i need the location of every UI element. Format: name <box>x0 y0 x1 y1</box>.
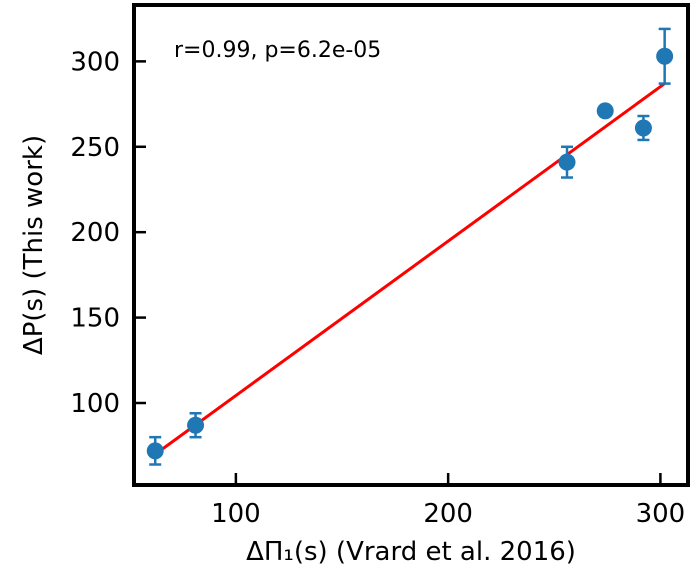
point-marker <box>558 153 576 171</box>
point-marker <box>146 442 164 460</box>
data-points <box>146 27 674 466</box>
data-point-2 <box>187 412 205 439</box>
y-tick-label: 150 <box>70 304 120 334</box>
y-tick-label: 300 <box>70 47 120 77</box>
fit-line <box>154 82 666 456</box>
point-marker <box>634 119 652 137</box>
point-marker <box>656 47 674 65</box>
x-axis-label: ΔΠ₁(s) (Vrard et al. 2016) <box>246 537 576 567</box>
axis-ticks: 100 200 300 100 150 200 250 300 <box>70 47 685 529</box>
y-tick-label: 200 <box>70 218 120 248</box>
x-tick-label: 200 <box>423 499 473 529</box>
data-point-4 <box>596 102 614 120</box>
y-axis-label: ΔP(s) (This work) <box>19 135 49 355</box>
data-point-1 <box>146 435 164 466</box>
data-point-3 <box>558 145 576 179</box>
data-point-5 <box>634 114 652 142</box>
plot-frame <box>132 3 690 487</box>
correlation-annotation: r=0.99, p=6.2e-05 <box>174 38 381 63</box>
x-tick-label: 300 <box>636 499 686 529</box>
data-point-6 <box>656 27 674 85</box>
y-tick-label: 250 <box>70 133 120 163</box>
plot-content <box>146 27 674 466</box>
point-marker <box>187 416 205 434</box>
x-tick-label: 100 <box>211 499 261 529</box>
point-marker <box>596 102 614 120</box>
y-tick-label: 100 <box>70 389 120 419</box>
